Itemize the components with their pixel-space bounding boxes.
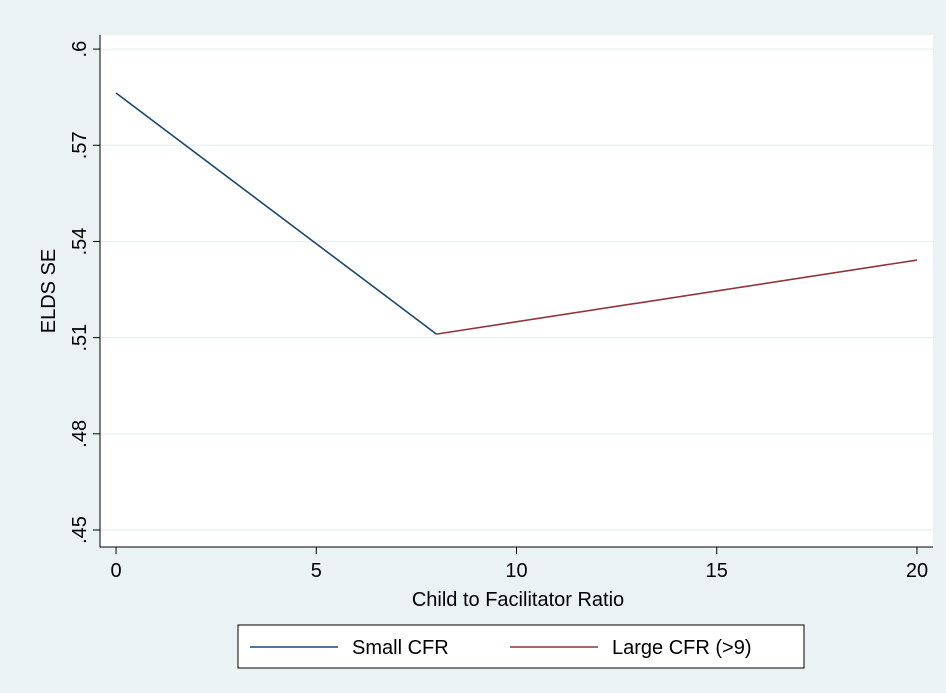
y-tick-label: .48 [69,420,91,448]
x-axis-title: Child to Facilitator Ratio [412,589,624,611]
x-tick-label: 10 [505,560,527,582]
x-tick-label: 5 [311,560,322,582]
plot-area [100,35,933,547]
y-tick-label: .57 [69,131,91,159]
y-tick-label: .6 [69,41,91,58]
y-axis-title: ELDS SE [38,249,60,333]
y-tick-label: .54 [69,228,91,256]
line-series [115,92,437,335]
x-tick-label: 15 [706,560,728,582]
x-tick-label: 0 [110,560,121,582]
legend-label: Small CFR [352,637,449,659]
y-tick-label: .51 [69,324,91,352]
line-series [436,259,918,335]
legend-label: Large CFR (>9) [612,637,752,659]
y-tick-label: .45 [69,516,91,544]
x-tick-label: 20 [906,560,928,582]
